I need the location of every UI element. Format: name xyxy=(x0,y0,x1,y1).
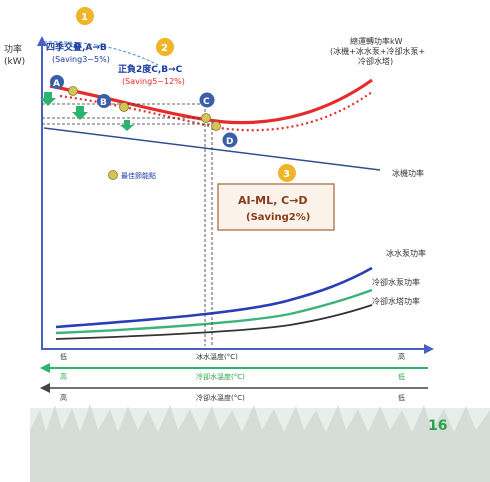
cw-pump-label: 冷卻水泵功率 xyxy=(372,277,420,287)
tower-power-curve xyxy=(55,304,373,340)
y-axis-label: 功率(kW) xyxy=(4,43,25,67)
svg-text:B: B xyxy=(100,98,107,108)
svg-text:2: 2 xyxy=(161,43,168,54)
guide-lines xyxy=(42,103,213,346)
axis-cw2-high: 低 xyxy=(398,372,405,381)
svg-text:1: 1 xyxy=(81,12,88,23)
axis-chw-label: 冰水溫度(°C) xyxy=(196,352,238,361)
svg-text:A: A xyxy=(53,79,60,89)
point-b: B xyxy=(97,94,111,108)
axis-cw2-label: 冷卻水溫度(°C) xyxy=(196,372,245,381)
step1-badge: 1 xyxy=(76,7,94,25)
step2-saving: (Saving5~12%) xyxy=(122,77,185,86)
axis-cw2-low: 高 xyxy=(60,372,67,381)
green-down-arrows xyxy=(40,92,134,131)
point-d: D xyxy=(222,132,238,148)
page-number: 16 xyxy=(428,418,447,434)
step2-title: 正負2度C,B→C xyxy=(118,63,183,75)
svg-text:最佳節能點: 最佳節能點 xyxy=(121,171,156,180)
axis-cw-temp-green-arrow xyxy=(40,363,50,373)
total-power-curve-dotted xyxy=(59,91,373,132)
step1-saving: (Saving3~5%) xyxy=(52,55,110,64)
optimal-points xyxy=(68,86,221,131)
step1-arrow xyxy=(43,41,161,67)
chiller-power-label: 冰機功率 xyxy=(392,168,424,178)
point-c: C xyxy=(199,92,215,108)
axis-chw-low: 低 xyxy=(60,352,67,361)
step1-title: 四季交叠,A→B xyxy=(46,41,107,53)
svg-text:3: 3 xyxy=(283,169,290,180)
legend-optimal-point: 最佳節能點 xyxy=(108,170,156,180)
step3-saving: (Saving2%) xyxy=(246,212,310,223)
svg-text:C: C xyxy=(203,97,210,107)
axis-cw-temp-dark-arrow xyxy=(40,383,50,393)
total-power-label: 總運轉功率kW (冰機+冰水泵+冷卻水泵+冷卻水塔) xyxy=(330,36,425,66)
svg-text:D: D xyxy=(226,137,233,147)
cw-pump-curve xyxy=(55,288,373,335)
point-a: A xyxy=(50,75,64,89)
step3-badge: 3 xyxy=(278,164,296,182)
axis-cw3-label: 冷卻水溫度(°C) xyxy=(196,393,245,402)
axis-chw-temp-arrow xyxy=(424,344,434,354)
step3-box xyxy=(217,183,335,231)
axis-chw-high: 高 xyxy=(398,352,405,361)
axis-cw3-low: 高 xyxy=(60,393,67,402)
tower-power-label: 冷卻水塔功率 xyxy=(372,296,420,306)
grass-decoration xyxy=(30,404,490,482)
step3-title: AI-ML, C→D xyxy=(238,194,308,207)
axis-cw3-high: 低 xyxy=(398,393,405,402)
y-axis-arrow xyxy=(37,36,47,46)
chw-pump-curve xyxy=(55,266,373,329)
chw-pump-label: 冰水泵功率 xyxy=(386,248,426,258)
step2-badge: 2 xyxy=(156,38,174,56)
